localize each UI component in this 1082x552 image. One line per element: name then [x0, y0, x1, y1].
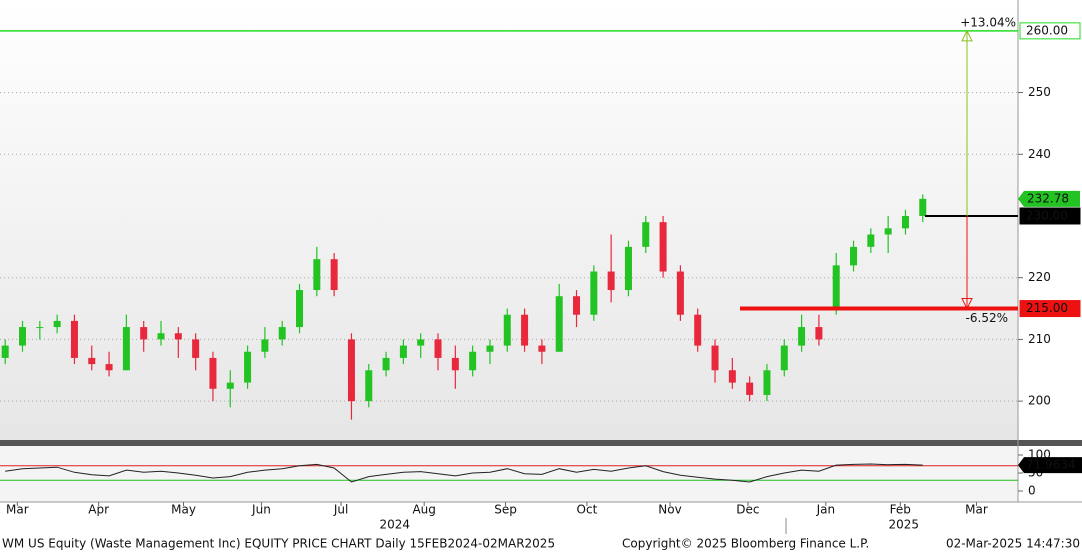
x-tick-label: May — [171, 503, 196, 517]
y-tick-label: 250 — [1028, 85, 1051, 99]
last-price-label: 232.78 — [1027, 191, 1069, 205]
candle-body — [244, 351, 252, 383]
candle-body — [676, 271, 684, 315]
candle-body — [365, 370, 373, 402]
indicator-line — [5, 463, 923, 483]
candle-body — [624, 246, 632, 291]
candle-body — [226, 382, 234, 389]
candle-body — [53, 320, 61, 328]
candle-body — [832, 265, 840, 309]
x-tick-label: Mar — [965, 503, 988, 517]
arrow-up-head — [961, 29, 973, 42]
candle-body — [503, 314, 511, 346]
candle-body — [347, 339, 355, 402]
candle-body — [209, 357, 217, 389]
footer-title: WM US Equity (Waste Management Inc) EQUI… — [2, 537, 555, 551]
candle-body — [486, 345, 494, 352]
candle-body — [296, 290, 304, 328]
level-label: 230.00 — [1026, 208, 1068, 222]
candle-body — [88, 357, 96, 365]
candle-body — [434, 339, 442, 358]
candle-body — [694, 314, 702, 346]
indicator-last-label: 71.9634 — [1026, 458, 1076, 472]
candle-body — [780, 345, 788, 371]
x-tick-label: Mar — [6, 503, 29, 517]
candle-body — [70, 320, 78, 358]
x-tick-label: Sep — [494, 503, 517, 517]
x-tick-label: Dec — [736, 503, 759, 517]
candle-body — [728, 370, 736, 383]
x-tick-label: Jan — [816, 503, 836, 517]
y-tick-label: 240 — [1028, 147, 1051, 161]
level-box — [1019, 300, 1081, 318]
candle-body — [140, 327, 148, 340]
candle-body — [815, 327, 823, 340]
candle-body — [417, 339, 425, 346]
y-tick-label: 220 — [1028, 270, 1051, 284]
x-tick-label: Jul — [333, 503, 348, 517]
x-tick-label: Aug — [412, 503, 435, 517]
candle-body — [122, 327, 130, 371]
candle-body — [451, 357, 459, 371]
candle-body — [884, 228, 892, 235]
candle-body — [261, 339, 269, 352]
candle-body — [573, 296, 581, 315]
level-box — [1019, 22, 1081, 40]
candle-body — [330, 259, 338, 291]
year-label: 2025 — [888, 518, 919, 532]
arrow-down-head — [961, 298, 973, 310]
level-label: 215.00 — [1026, 301, 1068, 315]
candle-body — [521, 314, 529, 346]
timestamp: 02-Mar-2025 14:47:30 — [946, 537, 1080, 551]
candle-body — [901, 215, 909, 229]
plot-bg — [0, 0, 1018, 440]
x-tick-label: Feb — [890, 503, 911, 517]
level-box — [1019, 207, 1081, 225]
candle-body — [642, 222, 650, 247]
x-tick-label: Apr — [88, 503, 109, 517]
candle-body — [1, 345, 9, 358]
candle-body — [105, 364, 113, 371]
annotation: -6.52% — [966, 311, 1008, 325]
candle-body — [36, 327, 44, 329]
indicator-tick-label: 0 — [1028, 484, 1036, 498]
last-price-box — [1018, 190, 1080, 207]
candle-body — [746, 382, 754, 395]
candle-body — [469, 351, 477, 371]
candle-body — [919, 198, 927, 216]
candle-body — [157, 333, 165, 340]
candle-body — [555, 296, 563, 352]
candle-body — [278, 327, 286, 340]
candle-body — [19, 327, 27, 346]
y-tick-label: 200 — [1028, 394, 1051, 408]
x-tick-label: Nov — [658, 503, 681, 517]
footer — [0, 535, 1082, 552]
candle-body — [763, 370, 771, 395]
candle-body — [174, 333, 182, 340]
panel-divider — [0, 440, 1082, 446]
indicator-last-box — [1018, 457, 1082, 474]
candle-body — [192, 339, 200, 358]
y-tick-label: 210 — [1028, 332, 1051, 346]
level-label: 260.00 — [1026, 23, 1068, 37]
candle-body — [850, 246, 858, 266]
x-tick-label: Jun — [251, 503, 271, 517]
x-tick-label: Oct — [577, 503, 598, 517]
year-label: 2024 — [379, 518, 410, 532]
candle-body — [313, 259, 321, 291]
candle-body — [867, 234, 875, 247]
candle-body — [798, 327, 806, 346]
candle-body — [399, 345, 407, 358]
candle-body — [711, 345, 719, 371]
annotation: +13.04% — [960, 15, 1016, 29]
candle-body — [382, 357, 390, 371]
copyright: Copyright© 2025 Bloomberg Finance L.P. — [622, 537, 869, 551]
indicator-bg — [0, 446, 1018, 502]
candle-body — [607, 271, 615, 291]
candle-body — [659, 222, 667, 272]
candle-body — [538, 345, 546, 352]
candle-body — [590, 271, 598, 315]
